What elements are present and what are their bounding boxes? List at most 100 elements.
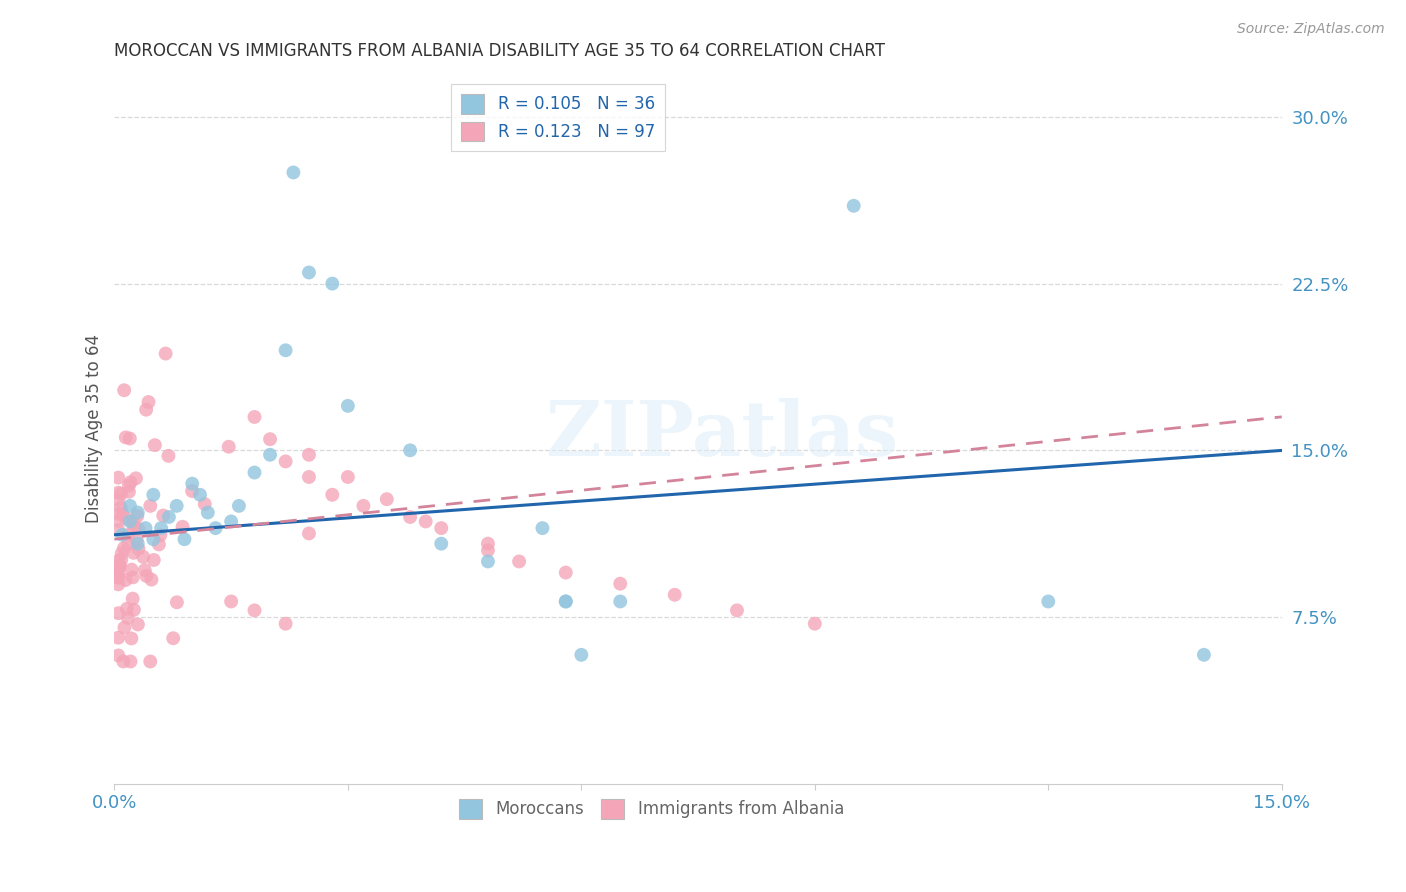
Point <box>554 594 576 608</box>
Text: ZIPatlas: ZIPatlas <box>546 398 898 472</box>
Point <box>139 499 162 513</box>
Point <box>107 493 129 508</box>
Point <box>399 510 422 524</box>
Point <box>107 570 129 584</box>
Point <box>430 536 453 550</box>
Point <box>259 448 281 462</box>
Point <box>219 594 242 608</box>
Point <box>172 520 194 534</box>
Point <box>118 478 141 492</box>
Point <box>218 440 240 454</box>
Point <box>148 537 170 551</box>
Point <box>188 488 211 502</box>
Point <box>554 594 576 608</box>
Point <box>108 559 131 574</box>
Point <box>138 395 160 409</box>
Point <box>283 165 305 179</box>
Point <box>569 648 592 662</box>
Point <box>107 485 129 500</box>
Point <box>127 506 149 520</box>
Point <box>508 554 530 568</box>
Point <box>1192 648 1215 662</box>
Point <box>197 506 219 520</box>
Point <box>107 470 129 484</box>
Point <box>142 488 165 502</box>
Point <box>477 554 499 568</box>
Point <box>204 521 226 535</box>
Point <box>477 536 499 550</box>
Point <box>107 606 129 620</box>
Point <box>117 611 139 625</box>
Point <box>415 515 437 529</box>
Point <box>121 570 143 584</box>
Y-axis label: Disability Age 35 to 64: Disability Age 35 to 64 <box>86 334 103 523</box>
Point <box>118 484 141 499</box>
Point <box>142 533 165 547</box>
Point <box>120 475 142 490</box>
Point <box>115 602 138 616</box>
Point <box>125 471 148 485</box>
Point <box>609 594 631 608</box>
Point <box>430 521 453 535</box>
Point <box>135 402 157 417</box>
Point <box>609 576 631 591</box>
Point <box>375 492 398 507</box>
Point <box>143 438 166 452</box>
Point <box>121 591 143 606</box>
Point <box>152 508 174 523</box>
Point <box>336 470 359 484</box>
Text: Source: ZipAtlas.com: Source: ZipAtlas.com <box>1237 22 1385 37</box>
Point <box>157 510 180 524</box>
Point <box>298 265 321 279</box>
Point <box>107 571 129 585</box>
Text: MOROCCAN VS IMMIGRANTS FROM ALBANIA DISABILITY AGE 35 TO 64 CORRELATION CHART: MOROCCAN VS IMMIGRANTS FROM ALBANIA DISA… <box>114 42 886 60</box>
Point <box>135 521 157 535</box>
Point <box>321 277 343 291</box>
Point <box>120 655 142 669</box>
Point <box>298 526 321 541</box>
Point <box>107 559 129 574</box>
Point <box>139 655 162 669</box>
Point <box>274 454 297 468</box>
Point <box>107 631 129 645</box>
Point <box>298 448 321 462</box>
Point <box>321 488 343 502</box>
Point <box>118 432 141 446</box>
Point <box>107 566 129 580</box>
Point <box>107 577 129 591</box>
Point <box>725 603 748 617</box>
Point <box>112 655 135 669</box>
Legend: Moroccans, Immigrants from Albania: Moroccans, Immigrants from Albania <box>453 793 851 825</box>
Point <box>194 497 217 511</box>
Point <box>298 470 321 484</box>
Point <box>1038 594 1060 608</box>
Point <box>121 563 143 577</box>
Point <box>336 399 359 413</box>
Point <box>243 466 266 480</box>
Point <box>166 499 188 513</box>
Point <box>842 199 865 213</box>
Point <box>664 588 686 602</box>
Point <box>181 483 204 498</box>
Point <box>107 514 129 528</box>
Point <box>110 500 132 515</box>
Point <box>162 632 184 646</box>
Point <box>531 521 554 535</box>
Point <box>114 430 136 444</box>
Point <box>125 533 148 547</box>
Point <box>122 546 145 560</box>
Point <box>149 528 172 542</box>
Point <box>118 499 141 513</box>
Point <box>274 616 297 631</box>
Point <box>114 621 136 635</box>
Point <box>108 507 131 521</box>
Point <box>110 552 132 566</box>
Point <box>150 521 173 535</box>
Point <box>135 569 157 583</box>
Point <box>111 507 134 521</box>
Point <box>804 616 827 631</box>
Point <box>399 443 422 458</box>
Point <box>112 541 135 555</box>
Point <box>114 511 136 525</box>
Point <box>157 449 180 463</box>
